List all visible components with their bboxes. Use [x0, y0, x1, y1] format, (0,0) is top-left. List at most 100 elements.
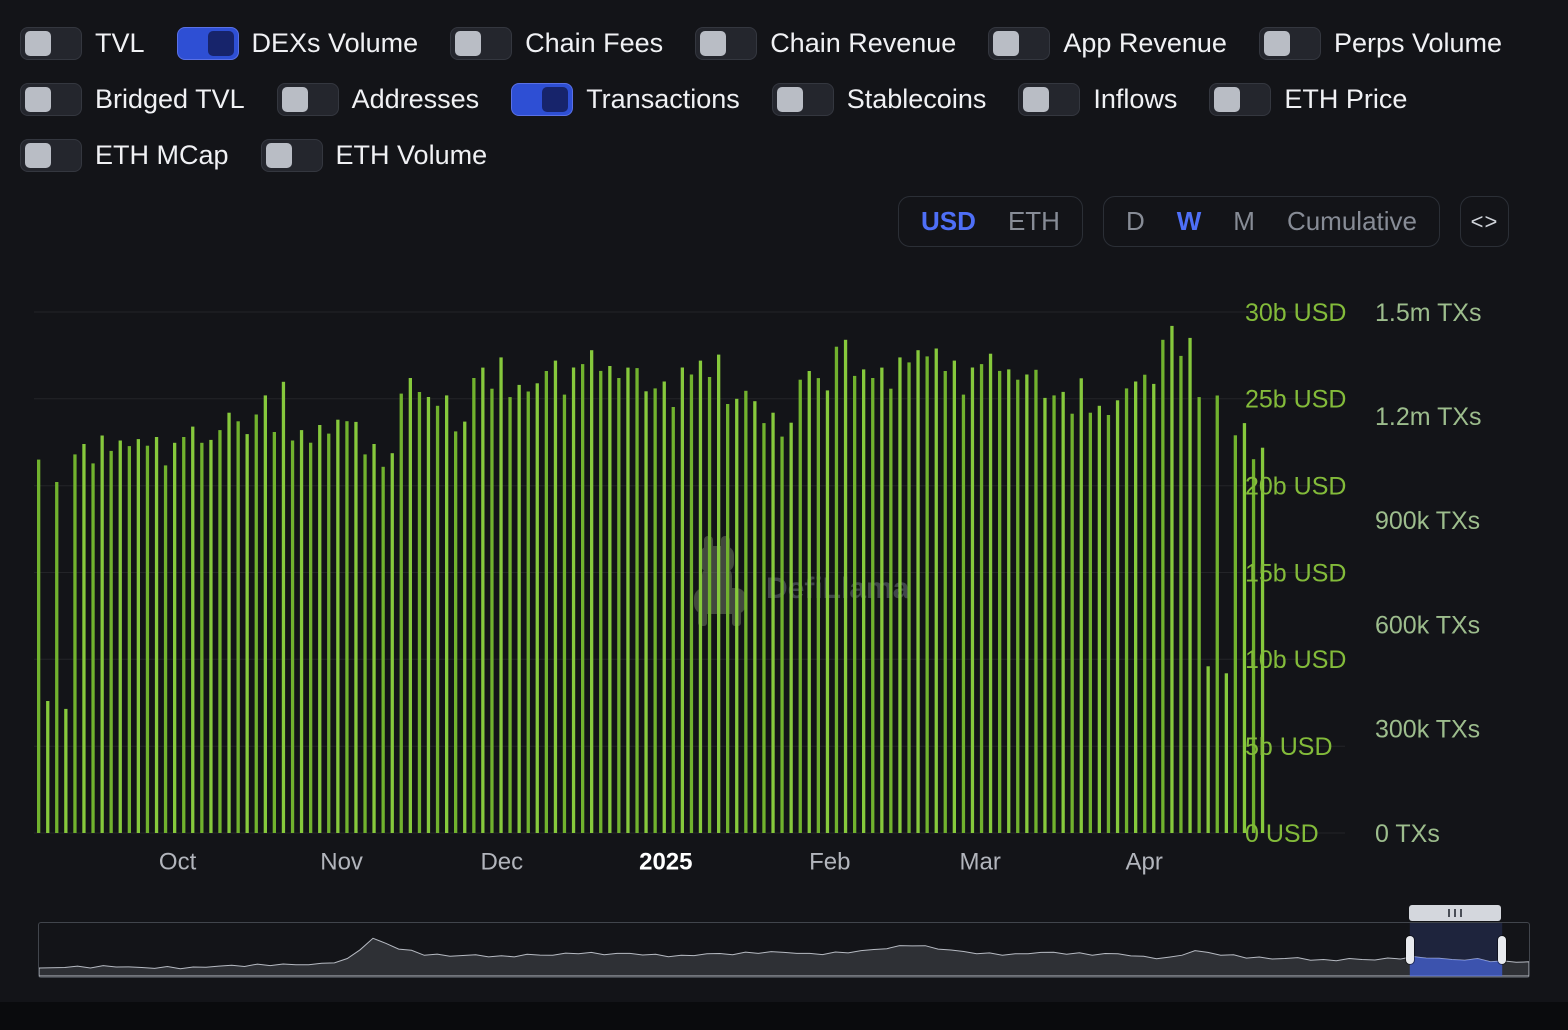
toggle-switch-chain-revenue[interactable] [695, 27, 758, 60]
toggle-switch-transactions[interactable] [511, 83, 574, 116]
toggle-label: DEXs Volume [251, 28, 419, 58]
chart-controls: USD ETH D W M Cumulative <> [898, 196, 1509, 247]
toggle-label: Transactions [586, 84, 740, 114]
minimap-area-selected [1409, 956, 1503, 976]
toggle-row: ETH MCap ETH Volume [20, 139, 1502, 172]
toggle-knob [700, 31, 727, 56]
toggle-knob [25, 143, 51, 168]
x-axis-label: Oct [159, 848, 197, 875]
x-axis-labels: Oct Nov Dec 2025 Feb Mar Apr [159, 848, 1163, 875]
toggle-switch-app-revenue[interactable] [988, 27, 1051, 60]
metric-toggle-app-revenue[interactable]: App Revenue [988, 27, 1227, 60]
toggle-row: Bridged TVL Addresses Transactions Stableco… [20, 83, 1502, 116]
toggle-label: Inflows [1093, 84, 1178, 114]
right-axis-tick: 300k TXs [1375, 716, 1480, 744]
brush-handle-left[interactable] [1405, 936, 1414, 964]
toggle-label: TVL [95, 28, 145, 58]
toggle-knob [281, 87, 308, 112]
toggle-knob [776, 87, 803, 112]
metric-toggle-chain-fees[interactable]: Chain Fees [450, 27, 663, 60]
toggle-knob [25, 31, 51, 56]
toggle-knob [1023, 87, 1050, 112]
toggle-knob [207, 31, 234, 56]
interval-option-cumulative[interactable]: Cumulative [1271, 206, 1433, 237]
right-axis-tick: 600k TXs [1375, 611, 1480, 639]
right-axis-tick: 0 TXs [1375, 820, 1440, 848]
gridlines [34, 311, 1345, 834]
toggle-switch-perps-volume[interactable] [1258, 27, 1321, 60]
brush-slider-thumb[interactable] [1408, 905, 1502, 921]
toggle-switch-eth-price[interactable] [1209, 83, 1272, 116]
x-axis-label: Feb [809, 848, 850, 875]
currency-option-eth[interactable]: ETH [992, 206, 1076, 237]
toggle-switch-eth-mcap[interactable] [20, 139, 82, 172]
x-axis-label: Dec [480, 848, 523, 875]
interval-option-m[interactable]: M [1217, 206, 1271, 237]
interval-switcher: D W M Cumulative [1102, 196, 1440, 247]
toggle-label: ETH Volume [335, 140, 488, 170]
metric-toggle-tvl[interactable]: TVL [20, 27, 145, 60]
interval-option-w[interactable]: W [1161, 206, 1218, 237]
right-axis-tick: 900k TXs [1375, 507, 1480, 535]
toggle-row: TVL DEXs Volume Chain Fees Chain Revenue App… [20, 27, 1502, 60]
toggle-switch-bridged-tvl[interactable] [20, 83, 82, 116]
currency-option-usd[interactable]: USD [905, 206, 992, 237]
brush-handle-right[interactable] [1498, 936, 1507, 964]
right-axis-tick: 1.5m TXs [1375, 299, 1482, 327]
metric-toggle-perps-volume[interactable]: Perps Volume [1258, 27, 1503, 60]
embed-icon: <> [1470, 208, 1499, 234]
currency-switcher: USD ETH [898, 196, 1083, 247]
metric-toggle-eth-mcap[interactable]: ETH MCap [20, 139, 229, 172]
toggle-label: Chain Revenue [770, 28, 957, 58]
left-axis-tick: 25b USD [1245, 386, 1346, 414]
brush-timeline[interactable] [38, 922, 1530, 978]
toggle-label: ETH Price [1284, 84, 1408, 114]
metric-toggle-inflows[interactable]: Inflows [1018, 83, 1177, 116]
metric-toggle-bridged-tvl[interactable]: Bridged TVL [20, 83, 245, 116]
metric-toggle-eth-price[interactable]: ETH Price [1209, 83, 1407, 116]
interval-option-d[interactable]: D [1110, 206, 1161, 237]
left-axis-tick: 0 USD [1245, 820, 1319, 848]
metric-toggle-dexs-volume[interactable]: DEXs Volume [176, 27, 419, 60]
toggle-label: Perps Volume [1333, 28, 1503, 58]
toggle-switch-inflows[interactable] [1018, 83, 1081, 116]
toggle-knob [1263, 31, 1290, 56]
embed-chart-button[interactable]: <> [1460, 196, 1509, 247]
toggle-label: Chain Fees [525, 28, 664, 58]
bars-dexs-volume [37, 339, 1256, 833]
metric-toggle-transactions[interactable]: Transactions [511, 83, 740, 116]
left-axis-tick: 30b USD [1245, 299, 1346, 327]
metric-toggle-eth-volume[interactable]: ETH Volume [260, 139, 488, 172]
toggle-switch-dexs-volume[interactable] [176, 27, 239, 60]
toggle-switch-chain-fees[interactable] [450, 27, 513, 60]
toggle-knob [993, 31, 1020, 56]
brush-selection[interactable] [1409, 923, 1503, 977]
metric-toggle-addresses[interactable]: Addresses [276, 83, 480, 116]
left-axis-tick: 20b USD [1245, 472, 1346, 500]
minimap-area [39, 937, 1529, 977]
metric-toggles: TVL DEXs Volume Chain Fees Chain Revenue App… [20, 27, 1502, 195]
left-axis-tick: 5b USD [1245, 733, 1333, 761]
toggle-knob [1214, 87, 1241, 112]
toggle-switch-tvl[interactable] [20, 27, 82, 60]
bars-transactions [46, 325, 1265, 833]
toggle-switch-stablecoins[interactable] [771, 83, 834, 116]
toggle-knob [455, 31, 482, 56]
left-axis-tick: 10b USD [1245, 646, 1346, 674]
toggle-knob [265, 143, 292, 168]
metric-toggle-stablecoins[interactable]: Stablecoins [771, 83, 986, 116]
toggle-label: ETH MCap [95, 140, 229, 170]
toggle-switch-addresses[interactable] [276, 83, 339, 116]
toggle-knob [542, 87, 569, 112]
toggle-label: App Revenue [1063, 28, 1227, 58]
x-axis-label: Mar [960, 848, 1001, 875]
toggle-switch-eth-volume[interactable] [260, 139, 323, 172]
chain-dashboard: TVL DEXs Volume Chain Fees Chain Revenue App… [0, 0, 1568, 1002]
right-axis-tick: 1.2m TXs [1375, 403, 1482, 431]
left-axis-labels: 30b USD 25b USD 20b USD 15b USD 10b USD 5b US… [1245, 299, 1346, 848]
right-axis-labels: 1.5m TXs 1.2m TXs 900k TXs 600k TXs 300k TXs… [1375, 299, 1482, 848]
metric-toggle-chain-revenue[interactable]: Chain Revenue [695, 27, 956, 60]
toggle-label: Bridged TVL [95, 84, 245, 114]
toggle-label: Addresses [351, 84, 480, 114]
